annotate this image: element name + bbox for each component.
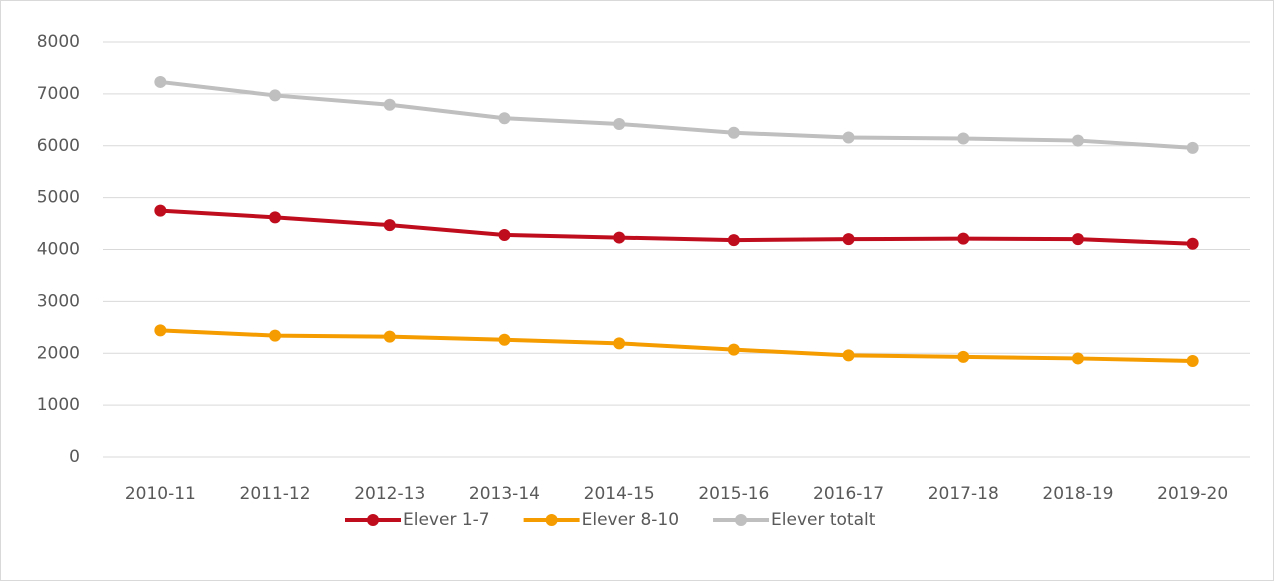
data-point xyxy=(383,98,396,111)
y-tick-label: 0 xyxy=(69,447,80,467)
x-tick-label: 2012-13 xyxy=(354,484,425,504)
legend-marker xyxy=(735,514,748,526)
y-tick-label: 1000 xyxy=(37,395,80,415)
data-point xyxy=(498,228,511,241)
data-point xyxy=(613,117,626,130)
data-point xyxy=(383,330,396,343)
data-point xyxy=(842,349,855,362)
y-tick-label: 8000 xyxy=(37,32,80,52)
data-point xyxy=(727,343,740,356)
data-point xyxy=(498,112,511,125)
legend-label: Elever 8-10 xyxy=(582,510,679,530)
legend-marker xyxy=(367,514,379,526)
data-point xyxy=(613,337,626,350)
y-tick-label: 5000 xyxy=(37,188,80,208)
data-point xyxy=(957,132,970,145)
data-point xyxy=(727,126,740,139)
series-line xyxy=(160,328,1193,364)
series-line xyxy=(160,208,1193,246)
y-tick-label: 2000 xyxy=(37,343,80,363)
y-tick-label: 3000 xyxy=(37,291,80,311)
y-tick-label: 7000 xyxy=(37,84,80,104)
data-point xyxy=(957,232,970,245)
data-point xyxy=(613,231,626,244)
y-tick-label: 4000 xyxy=(37,240,80,260)
x-tick-label: 2014-15 xyxy=(584,484,655,504)
y-tick-label: 6000 xyxy=(37,136,80,156)
x-tick-label: 2017-18 xyxy=(928,484,999,504)
data-point xyxy=(269,89,282,102)
data-point xyxy=(1071,134,1084,147)
legend-label: Elever totalt xyxy=(771,510,876,530)
data-point xyxy=(842,233,855,246)
data-point xyxy=(269,329,282,342)
data-point xyxy=(383,219,396,232)
data-point xyxy=(269,211,282,224)
x-tick-label: 2015-16 xyxy=(698,484,769,504)
x-tick-label: 2010-11 xyxy=(125,484,196,504)
x-tick-label: 2019-20 xyxy=(1157,484,1228,504)
legend-marker xyxy=(545,514,558,526)
data-point xyxy=(1071,352,1084,365)
data-point xyxy=(498,333,511,346)
data-point xyxy=(1186,237,1199,250)
data-point xyxy=(1071,233,1084,246)
x-tick-label: 2013-14 xyxy=(469,484,540,504)
x-tick-label: 2018-19 xyxy=(1042,484,1113,504)
x-tick-label: 2016-17 xyxy=(813,484,884,504)
x-tick-label: 2011-12 xyxy=(240,484,311,504)
data-point xyxy=(1186,355,1199,368)
data-point xyxy=(154,324,167,337)
legend-label: Elever 1-7 xyxy=(403,510,490,530)
data-point xyxy=(727,234,740,247)
data-point xyxy=(154,75,167,88)
data-point xyxy=(957,350,970,363)
data-point xyxy=(1186,141,1199,154)
series-line xyxy=(160,79,1193,150)
data-point xyxy=(842,131,855,144)
data-point xyxy=(154,204,167,217)
